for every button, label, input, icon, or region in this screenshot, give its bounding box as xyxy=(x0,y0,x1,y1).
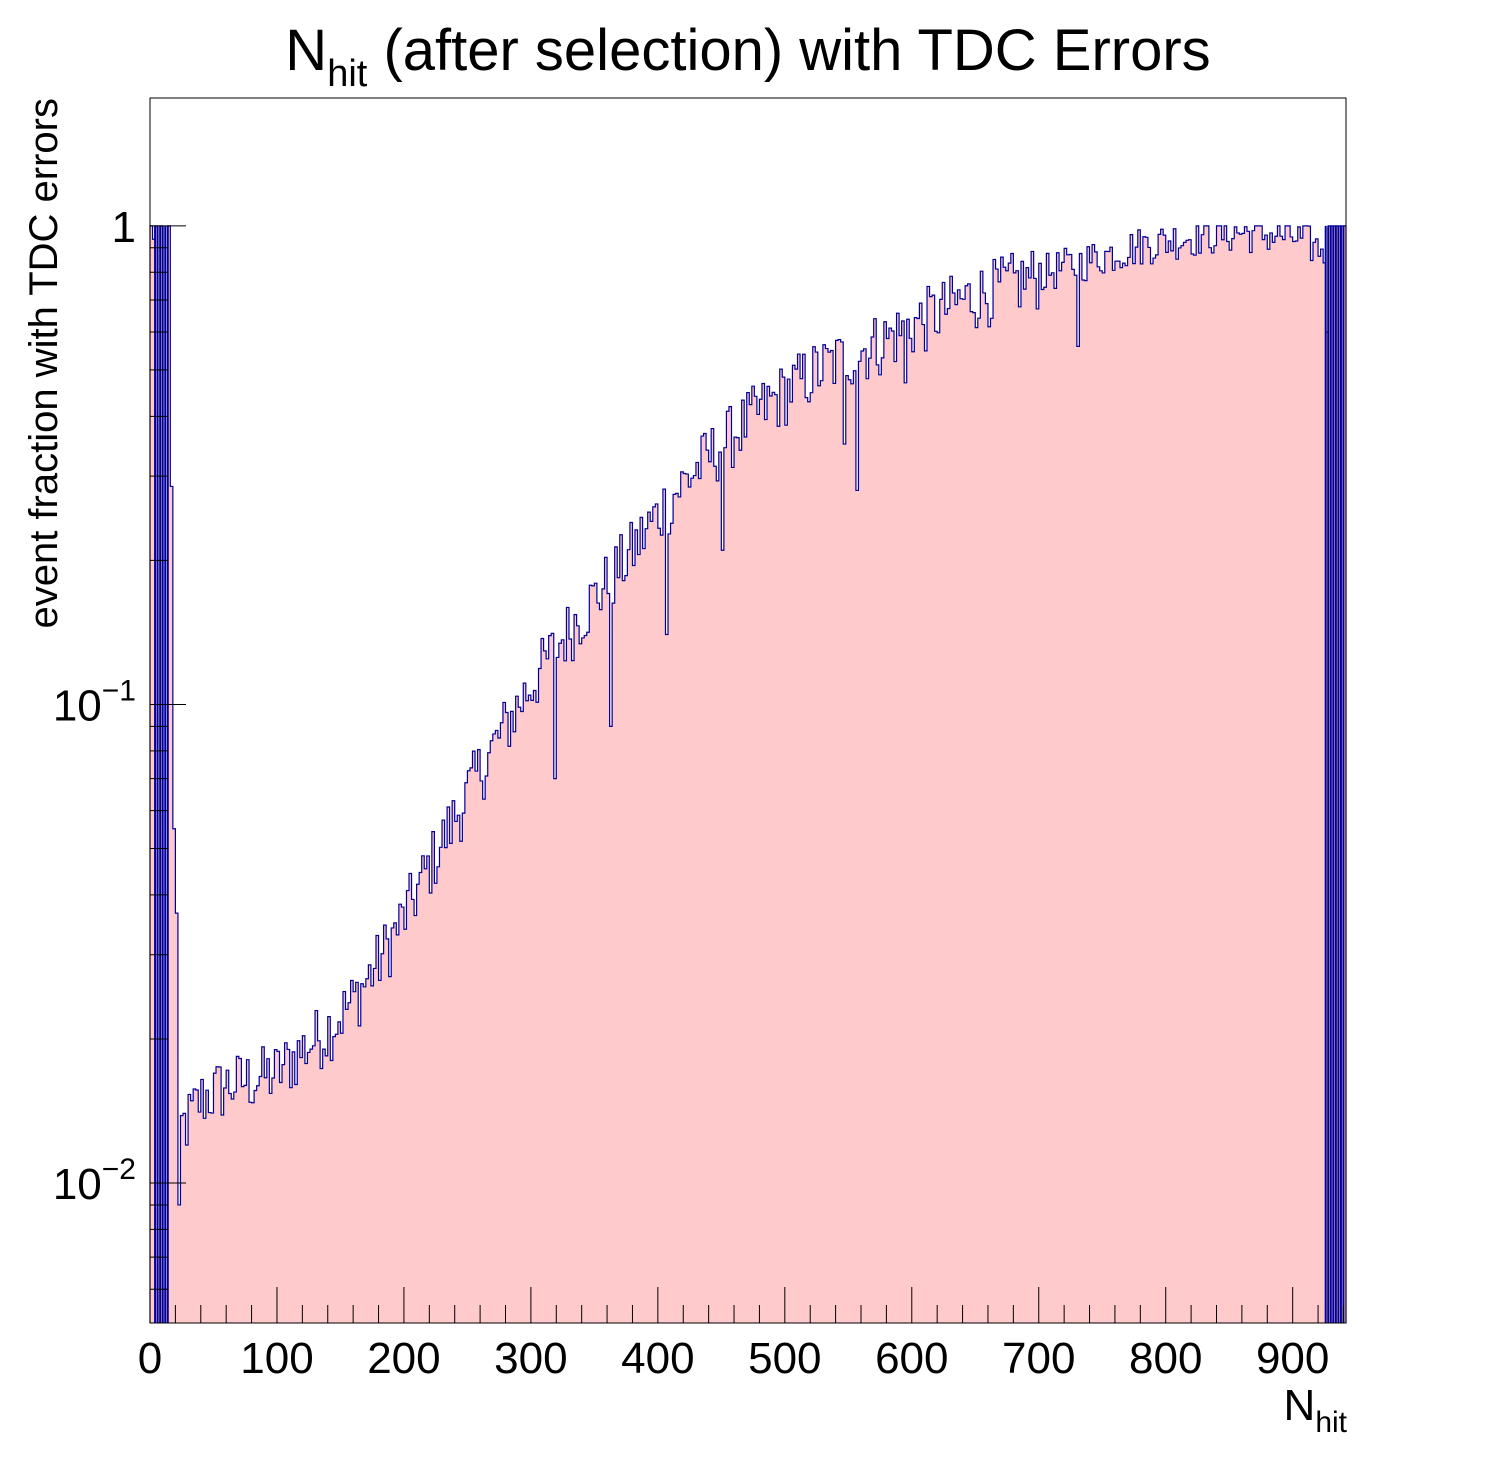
x-tick-label: 700 xyxy=(1002,1334,1075,1383)
x-tick-label: 600 xyxy=(875,1334,948,1383)
chart-title: Nhit (after selection) with TDC Errors xyxy=(285,18,1210,95)
chart-title-main: N xyxy=(285,18,327,83)
chart-title-subscript: hit xyxy=(327,53,368,95)
plot-area xyxy=(149,225,1347,1323)
y-axis-ticks: 10−2 10−1 1 xyxy=(53,203,186,1290)
x-tick-label: 0 xyxy=(138,1334,162,1383)
x-tick-label: 100 xyxy=(240,1334,313,1383)
y-axis-label: event fraction with TDC errors xyxy=(22,98,66,629)
y-tick-label: 1 xyxy=(112,203,136,252)
plot-frame xyxy=(149,97,1347,1324)
y-tick-label: 10−1 xyxy=(53,674,136,730)
x-tick-label: 500 xyxy=(748,1334,821,1383)
x-axis-label: Nhit xyxy=(1284,1381,1348,1439)
chart-title-rest: (after selection) with TDC Errors xyxy=(367,18,1210,83)
x-tick-label: 200 xyxy=(367,1334,440,1383)
x-tick-label: 300 xyxy=(494,1334,567,1383)
x-axis-label-subscript: hit xyxy=(1315,1406,1347,1439)
x-axis-label-main: N xyxy=(1284,1381,1316,1430)
x-tick-label: 900 xyxy=(1256,1334,1329,1383)
x-tick-label: 400 xyxy=(621,1334,694,1383)
x-tick-label: 800 xyxy=(1129,1334,1202,1383)
x-axis-ticks: 0 100 200 300 400 500 600 700 800 900 xyxy=(138,1287,1344,1383)
histogram-fill xyxy=(150,225,1346,1323)
y-tick-label: 10−2 xyxy=(53,1153,136,1209)
histogram-outline xyxy=(149,225,1347,1323)
